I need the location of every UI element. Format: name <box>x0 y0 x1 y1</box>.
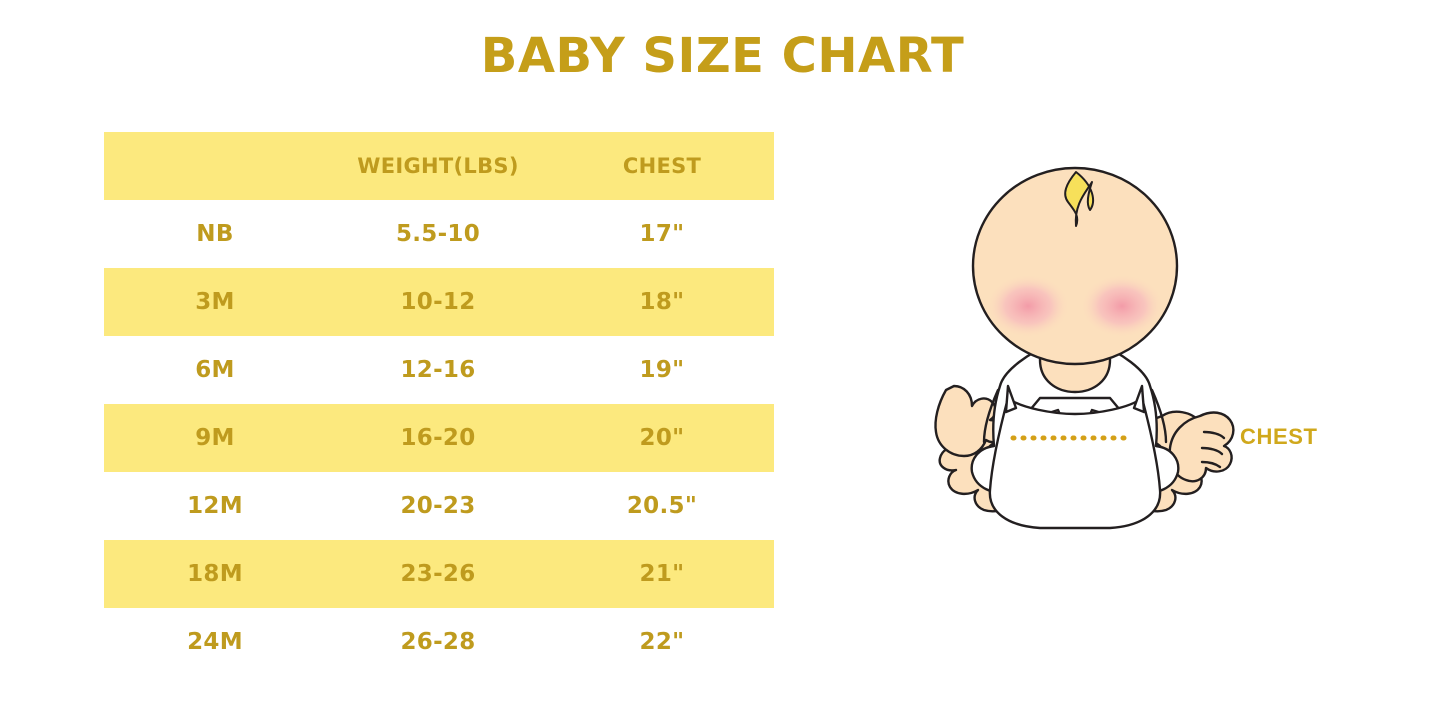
table-row: 9M 16-20 20" <box>104 404 774 472</box>
cell-size: 24M <box>187 629 243 655</box>
header-chest: CHEST <box>622 154 702 178</box>
table-row: 3M 10-12 18" <box>104 268 774 336</box>
table-row: 24M 26-28 22" <box>104 608 774 676</box>
cell-weight: 12-16 <box>400 357 476 383</box>
table-row: 18M 23-26 21" <box>104 540 774 608</box>
onesie <box>970 342 1180 530</box>
page-title: BABY SIZE CHART <box>480 28 965 84</box>
cell-size: 12M <box>187 493 243 519</box>
cell-chest: 22" <box>639 629 685 655</box>
baby-illustration <box>880 160 1270 590</box>
cheek-right <box>1080 274 1164 338</box>
column-divider-1 <box>325 132 328 672</box>
cell-weight: 23-26 <box>400 561 476 587</box>
cell-size: NB <box>196 221 234 247</box>
cell-weight: 26-28 <box>400 629 476 655</box>
cell-chest: 20.5" <box>626 493 698 519</box>
cell-chest: 19" <box>639 357 685 383</box>
cheek-left <box>986 274 1070 338</box>
cell-chest: 18" <box>639 289 685 315</box>
cell-size: 9M <box>195 425 235 451</box>
cell-chest: 21" <box>639 561 685 587</box>
chest-measure-label: CHEST <box>1240 424 1318 449</box>
table-row: 12M 20-23 20.5" <box>104 472 774 540</box>
cell-chest: 20" <box>639 425 685 451</box>
cell-size: 6M <box>195 357 235 383</box>
header-weight: WEIGHT(LBS) <box>357 154 519 178</box>
cell-size: 18M <box>187 561 243 587</box>
cell-weight: 20-23 <box>400 493 476 519</box>
cell-weight: 16-20 <box>400 425 476 451</box>
table-row: NB 5.5-10 17" <box>104 200 774 268</box>
cell-weight: 5.5-10 <box>395 221 481 247</box>
cell-chest: 17" <box>639 221 685 247</box>
column-divider-2 <box>549 132 552 672</box>
header-size <box>104 132 326 200</box>
size-chart-table: WEIGHT(LBS) CHEST NB 5.5-10 17" 3M 10-12… <box>104 132 774 676</box>
hair-curl <box>1064 171 1094 227</box>
cell-weight: 10-12 <box>400 289 476 315</box>
table-row: 6M 12-16 19" <box>104 336 774 404</box>
table-header-row: WEIGHT(LBS) CHEST <box>104 132 774 200</box>
cell-size: 3M <box>195 289 235 315</box>
